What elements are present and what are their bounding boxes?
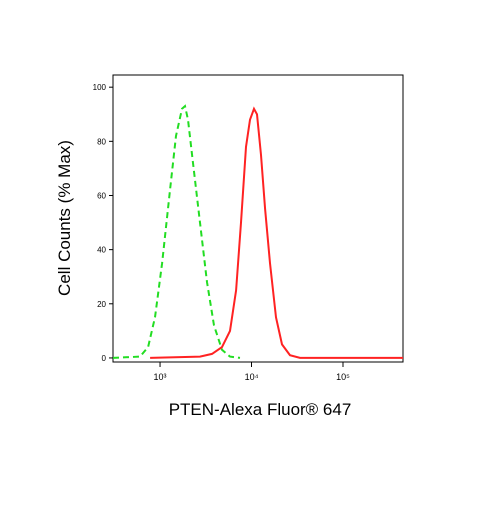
histogram-line [150,106,403,359]
y-tick-label: 0 [102,354,107,363]
x-tick-label: 10⁴ [245,372,259,382]
x-axis-label: PTEN-Alexa Fluor® 647 [169,400,352,419]
y-tick-label: 40 [97,246,106,255]
y-tick-label: 80 [97,137,106,146]
x-tick-label: 10³ [154,372,167,382]
y-tick-label: 20 [97,300,106,309]
y-tick-label: 60 [97,191,106,200]
histogram-line [112,104,241,359]
y-axis-label: Cell Counts (% Max) [55,140,74,296]
x-tick-label: 10⁵ [336,372,350,382]
y-tick-label: 100 [93,83,107,92]
plot-frame [112,74,404,363]
